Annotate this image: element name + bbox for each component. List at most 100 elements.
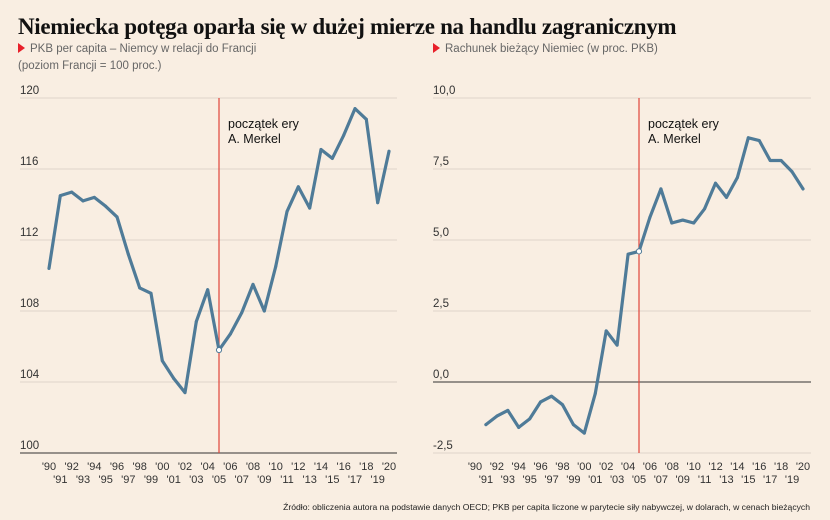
- ca-xtick-label: '96: [533, 461, 547, 473]
- gdp-data-point: [183, 391, 187, 395]
- gdp-data-point: [160, 359, 164, 363]
- gdp-xtick-label: '90: [42, 461, 56, 473]
- gdp-xtick-label: '09: [257, 474, 271, 486]
- gdp-xtick-label: '00: [155, 461, 169, 473]
- red-triangle-icon: [433, 43, 440, 53]
- ca-xtick-label: '03: [610, 474, 624, 486]
- gdp-merkel-point: [215, 346, 223, 354]
- gdp-xtick-label: '99: [144, 474, 158, 486]
- gdp-data-point: [262, 309, 266, 313]
- ca-data-point: [484, 423, 488, 427]
- ca-data-point: [506, 408, 510, 412]
- ca-data-point: [517, 425, 521, 429]
- gdp-xtick-label: '05: [212, 474, 226, 486]
- gdp-data-point: [104, 204, 108, 208]
- ca-ytick-label: 2,5: [433, 298, 449, 310]
- ca-xtick-label: '14: [730, 461, 744, 473]
- gdp-ytick-label: 108: [20, 298, 39, 310]
- ca-xtick-label: '01: [588, 474, 602, 486]
- left-subtitle-line2: (poziom Francji = 100 proc.): [18, 60, 162, 72]
- gdp-data-point: [172, 376, 176, 380]
- ca-data-point: [735, 176, 739, 180]
- ca-xtick-label: '17: [763, 474, 777, 486]
- gdp-xtick-label: '98: [132, 461, 146, 473]
- gdp-xtick-label: '15: [325, 474, 339, 486]
- ca-data-point: [724, 195, 728, 199]
- ca-xtick-label: '13: [719, 474, 733, 486]
- gdp-xtick-label: '20: [382, 461, 396, 473]
- gdp-data-point: [115, 215, 119, 219]
- ca-data-point: [550, 394, 554, 398]
- ca-annotation-line1: początek ery: [648, 117, 720, 131]
- ca-data-point: [801, 187, 805, 191]
- ca-data-point: [790, 170, 794, 174]
- gdp-xtick-label: '18: [359, 461, 373, 473]
- ca-data-point: [659, 187, 663, 191]
- gdp-xtick-label: '96: [110, 461, 124, 473]
- gdp-data-point: [364, 117, 368, 121]
- gdp-annotation-line2: A. Merkel: [228, 132, 281, 146]
- gdp-data-point: [342, 133, 346, 137]
- ca-data-point: [560, 403, 564, 407]
- ca-xtick-label: '20: [796, 461, 810, 473]
- gdp-data-point: [206, 288, 210, 292]
- gdp-data-point: [92, 195, 96, 199]
- ca-ytick-label: 0,0: [433, 369, 449, 381]
- ca-data-point: [714, 181, 718, 185]
- gdp-data-point: [387, 149, 391, 153]
- gdp-xtick-label: '19: [370, 474, 384, 486]
- ca-xtick-label: '00: [577, 461, 591, 473]
- ca-merkel-point: [635, 248, 643, 255]
- gdp-xtick-label: '93: [76, 474, 90, 486]
- ca-annotation-line2: A. Merkel: [648, 132, 701, 146]
- ca-ytick-label: 10,0: [433, 85, 455, 97]
- gdp-xtick-label: '08: [246, 461, 260, 473]
- ca-data-point: [626, 252, 630, 256]
- ca-ytick-label: 7,5: [433, 156, 449, 168]
- gdp-xtick-label: '07: [234, 474, 248, 486]
- ca-xtick-label: '08: [665, 461, 679, 473]
- ca-data-point: [648, 215, 652, 219]
- ca-data-point: [692, 221, 696, 225]
- gdp-data-point: [319, 147, 323, 151]
- ca-xtick-label: '99: [566, 474, 580, 486]
- ca-data-point: [768, 158, 772, 162]
- gdp-xtick-label: '13: [302, 474, 316, 486]
- gdp-xtick-label: '16: [336, 461, 350, 473]
- ca-xtick-label: '10: [686, 461, 700, 473]
- gdp-data-point: [81, 199, 85, 203]
- ca-xtick-label: '97: [544, 474, 558, 486]
- right-chart-subtitle: Rachunek bieżący Niemiec (w proc. PKB): [433, 41, 763, 58]
- gdp-data-point: [138, 286, 142, 290]
- gdp-data-point: [126, 252, 130, 256]
- ca-xtick-label: '95: [522, 474, 536, 486]
- red-triangle-icon: [18, 43, 25, 53]
- ca-xtick-label: '15: [741, 474, 755, 486]
- ca-xtick-label: '07: [654, 474, 668, 486]
- gdp-xtick-label: '10: [268, 461, 282, 473]
- ca-data-point: [571, 423, 575, 427]
- gdp-data-point: [251, 282, 255, 286]
- ca-data-point: [757, 139, 761, 143]
- gdp-data-point: [194, 320, 198, 324]
- ca-xtick-label: '90: [468, 461, 482, 473]
- ca-xtick-label: '04: [621, 461, 635, 473]
- gdp-ytick-label: 120: [20, 85, 39, 97]
- gdp-data-point: [353, 107, 357, 111]
- ca-xtick-label: '16: [752, 461, 766, 473]
- gdp-data-point: [296, 185, 300, 189]
- ca-xtick-label: '11: [698, 474, 712, 486]
- ca-ytick-label: 5,0: [433, 227, 449, 239]
- ca-xtick-label: '19: [785, 474, 799, 486]
- gdp-data-point: [58, 194, 62, 198]
- ca-xtick-label: '06: [643, 461, 657, 473]
- left-chart-subtitle: PKB per capita – Niemcy w relacji do Fra…: [18, 41, 318, 75]
- ca-xtick-label: '93: [501, 474, 515, 486]
- gdp-data-point: [240, 311, 244, 315]
- gdp-xtick-label: '17: [348, 474, 362, 486]
- gdp-xtick-label: '12: [291, 461, 305, 473]
- gdp-data-point: [330, 156, 334, 160]
- ca-xtick-label: '09: [676, 474, 690, 486]
